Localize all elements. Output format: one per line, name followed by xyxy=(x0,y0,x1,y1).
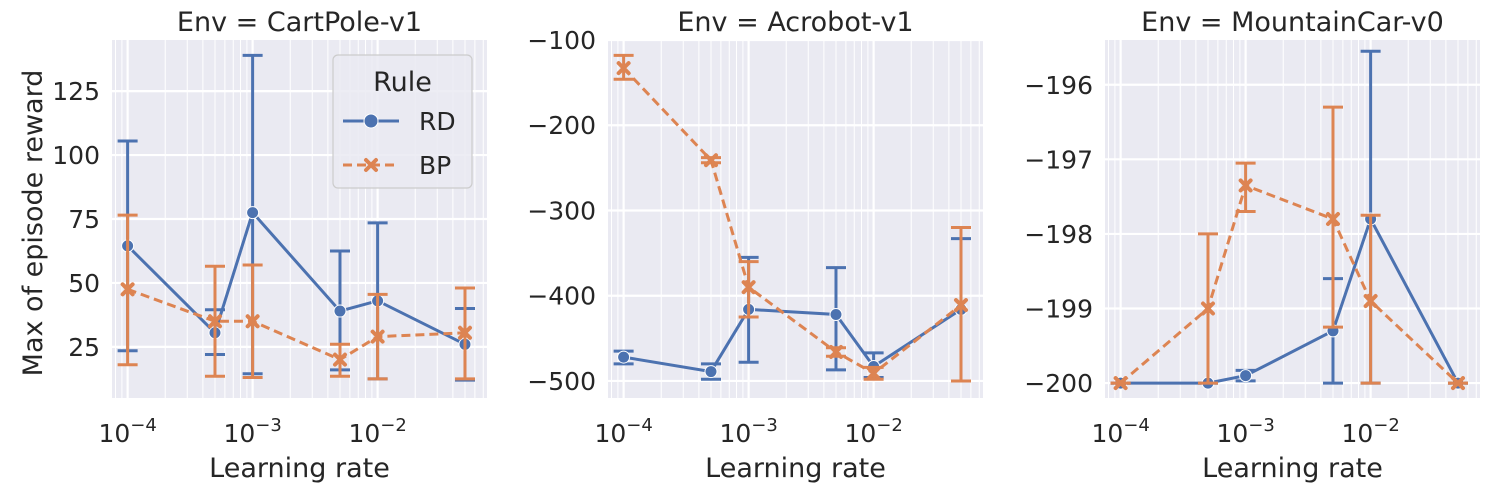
series-line-bp xyxy=(622,67,962,376)
y-tick-label: −198 xyxy=(1024,220,1093,249)
data-point xyxy=(828,344,843,359)
panel-title: Env = Acrobot-v1 xyxy=(677,7,913,38)
x-axis-label: Learning rate xyxy=(705,453,886,484)
x-tick-label: 10−3 xyxy=(1216,415,1274,448)
data-point xyxy=(704,365,718,379)
y-tick-label: −400 xyxy=(527,282,596,311)
panel-2: 10−4 10−3 10−2 −500 −400 −300 −200 −100 Env = Ac… xyxy=(527,7,983,484)
y-axis-label: Max of episode reward xyxy=(18,70,49,377)
x-axis-label: Learning rate xyxy=(1202,453,1383,484)
x-tick-label: 10−4 xyxy=(594,415,652,448)
y-tick-label: −200 xyxy=(1024,369,1093,398)
data-point xyxy=(1200,301,1215,316)
gridlines xyxy=(608,38,983,398)
series-line-rd xyxy=(623,307,962,374)
data-point xyxy=(703,153,718,168)
data-point xyxy=(333,304,347,318)
x-tick-label: 10−4 xyxy=(98,415,156,448)
y-tick-label: 100 xyxy=(52,141,100,170)
series-line-rd xyxy=(126,209,466,346)
data-point xyxy=(207,314,222,329)
data-point xyxy=(1363,294,1378,309)
data-point xyxy=(829,307,843,321)
x-tick-label: 10−2 xyxy=(1341,415,1399,448)
data-point xyxy=(617,350,631,364)
data-point xyxy=(457,325,472,340)
data-point xyxy=(120,282,135,297)
data-point xyxy=(616,61,631,76)
legend-item-bp: BP xyxy=(343,151,451,180)
data-point xyxy=(1238,178,1253,193)
series-line-bp xyxy=(127,287,466,362)
data-point xyxy=(246,206,260,220)
y-tick-label: −197 xyxy=(1024,145,1093,174)
data-point xyxy=(741,280,756,295)
x-tick-label: 10−4 xyxy=(1091,415,1149,448)
legend-item-rd: RD xyxy=(343,107,456,136)
y-tick-label: 50 xyxy=(68,269,100,298)
series-line-rd xyxy=(1120,215,1460,385)
data-point xyxy=(953,298,968,313)
data-point xyxy=(1325,212,1340,226)
y-tick-label: −500 xyxy=(527,367,596,396)
data-point xyxy=(866,366,881,381)
legend-title: Rule xyxy=(373,67,432,98)
legend-marker xyxy=(363,113,379,129)
y-tick-label: 125 xyxy=(52,77,100,106)
panel-title: Env = MountainCar-v0 xyxy=(1141,7,1444,38)
legend-marker xyxy=(364,158,378,172)
x-tick-label: 10−2 xyxy=(844,415,902,448)
data-point xyxy=(1450,376,1465,391)
data-point xyxy=(332,352,347,367)
data-point xyxy=(245,314,260,329)
data-point xyxy=(370,329,385,344)
series-bp xyxy=(613,53,971,383)
data-point xyxy=(1239,369,1253,383)
legend-label: RD xyxy=(419,107,456,136)
panel-title: Env = CartPole-v1 xyxy=(177,7,422,38)
series-bp xyxy=(117,213,475,381)
y-tick-label: −300 xyxy=(527,196,596,225)
x-axis-label: Learning rate xyxy=(209,453,390,484)
panel-3: 10−4 10−3 10−2 −200 −199 −198 −197 −196 Env = Mo… xyxy=(1024,7,1480,484)
x-tick-label: 10−3 xyxy=(223,415,281,448)
x-tick-label: 10−3 xyxy=(719,415,777,448)
legend-label: BP xyxy=(419,151,451,180)
plot-background xyxy=(608,40,983,398)
y-tick-label: −196 xyxy=(1024,71,1093,100)
x-tick-label: 10−2 xyxy=(348,415,406,448)
y-tick-label: 25 xyxy=(68,333,100,362)
series-bp xyxy=(1110,105,1468,391)
y-tick-label: −200 xyxy=(527,111,596,140)
data-point xyxy=(1113,376,1128,391)
legend-box xyxy=(332,54,473,189)
plot-background xyxy=(1105,40,1480,398)
y-tick-label: −100 xyxy=(527,26,596,55)
legend: Rule RD BP xyxy=(332,54,473,189)
y-tick-label: 75 xyxy=(68,205,100,234)
y-tick-label: −199 xyxy=(1024,295,1093,324)
